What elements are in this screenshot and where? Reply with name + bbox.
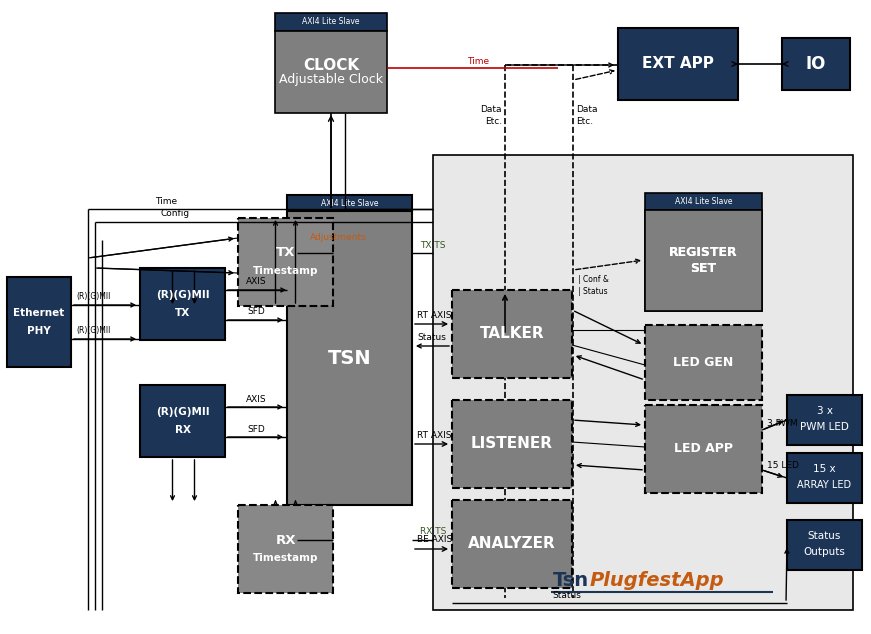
Text: RX TS: RX TS	[420, 527, 446, 536]
Bar	[275, 31, 387, 113]
Text: | Conf &: | Conf &	[578, 276, 609, 285]
Text: AXIS: AXIS	[246, 394, 267, 403]
Bar	[7, 277, 71, 367]
Text: Status: Status	[417, 333, 446, 342]
Text: 15 LED: 15 LED	[767, 460, 799, 470]
Bar	[618, 28, 738, 100]
Text: AXI4 Lite Slave: AXI4 Lite Slave	[675, 197, 733, 206]
Text: SFD: SFD	[247, 425, 265, 434]
Bar	[645, 405, 762, 493]
Text: EXT APP: EXT APP	[642, 56, 714, 72]
Text: REGISTER
SET: REGISTER SET	[669, 247, 738, 275]
Text: LED APP: LED APP	[674, 443, 733, 455]
Text: IO: IO	[806, 55, 827, 73]
Text: LED GEN: LED GEN	[673, 356, 733, 369]
Text: Outputs: Outputs	[804, 547, 846, 557]
Text: TALKER: TALKER	[480, 327, 544, 342]
Text: Adjustable Clock: Adjustable Clock	[279, 72, 383, 86]
Text: TSN: TSN	[327, 349, 371, 368]
Bar	[275, 13, 387, 31]
Text: Config: Config	[160, 209, 189, 219]
Text: TX: TX	[175, 308, 190, 318]
Text: 15 x: 15 x	[814, 464, 836, 474]
Text: Status: Status	[807, 531, 841, 541]
Bar	[645, 210, 762, 311]
Text: SFD: SFD	[247, 307, 265, 316]
Text: Status: Status	[552, 590, 581, 600]
Text: REGISTER: REGISTER	[669, 246, 738, 259]
Bar	[645, 210, 762, 311]
Text: (R)(G)MII: (R)(G)MII	[156, 407, 209, 417]
Text: SET: SET	[691, 262, 717, 275]
Text: Tsn: Tsn	[553, 571, 589, 590]
Text: ANALYZER: ANALYZER	[468, 536, 556, 552]
Bar	[452, 500, 572, 588]
Text: PHY: PHY	[27, 326, 51, 336]
Text: AXI4 Lite Slave: AXI4 Lite Slave	[302, 18, 360, 27]
Text: Etc.: Etc.	[576, 117, 593, 127]
Text: Adjustments: Adjustments	[310, 233, 367, 242]
Bar	[787, 453, 862, 503]
Bar	[238, 505, 333, 593]
Text: Time: Time	[155, 197, 177, 205]
Text: TX TS: TX TS	[420, 240, 445, 250]
Bar	[433, 155, 853, 610]
Text: LISTENER: LISTENER	[471, 436, 553, 451]
Bar	[787, 395, 862, 445]
Text: RT AXIS: RT AXIS	[417, 430, 451, 439]
Text: Ethernet: Ethernet	[13, 308, 64, 318]
Text: TX: TX	[276, 247, 295, 259]
Text: Data: Data	[481, 105, 502, 115]
Text: AXI4 Lite Slave: AXI4 Lite Slave	[321, 198, 378, 207]
Text: BE AXIS: BE AXIS	[417, 536, 452, 545]
Bar	[782, 38, 850, 90]
Bar	[452, 290, 572, 378]
Text: RX: RX	[174, 425, 191, 435]
Text: (R)(G)MII: (R)(G)MII	[76, 292, 111, 302]
Text: Time: Time	[467, 56, 490, 65]
Text: Data: Data	[576, 105, 598, 115]
Text: Etc.: Etc.	[485, 117, 502, 127]
Bar	[452, 400, 572, 488]
Text: Timestamp: Timestamp	[253, 553, 318, 563]
Bar	[787, 520, 862, 570]
Text: RT AXIS: RT AXIS	[417, 311, 451, 320]
Text: ARRAY LED: ARRAY LED	[798, 480, 852, 490]
Bar	[238, 218, 333, 306]
Text: (R)(G)MII: (R)(G)MII	[76, 327, 111, 335]
Bar	[140, 385, 225, 457]
Text: | Status: | Status	[578, 287, 608, 297]
Text: (R)(G)MII: (R)(G)MII	[156, 290, 209, 300]
Bar	[287, 211, 412, 505]
Text: CLOCK: CLOCK	[303, 58, 359, 72]
Text: PWM LED: PWM LED	[800, 422, 849, 432]
Bar	[140, 268, 225, 340]
Text: RX: RX	[275, 533, 296, 547]
Bar	[645, 325, 762, 400]
Text: 3 PWM: 3 PWM	[767, 418, 798, 427]
Text: Timestamp: Timestamp	[253, 266, 318, 276]
Text: AXIS: AXIS	[246, 278, 267, 287]
Text: PlugfestApp: PlugfestApp	[590, 571, 725, 590]
Bar	[287, 195, 412, 211]
Text: 3 x: 3 x	[816, 406, 833, 416]
Bar	[645, 193, 762, 210]
